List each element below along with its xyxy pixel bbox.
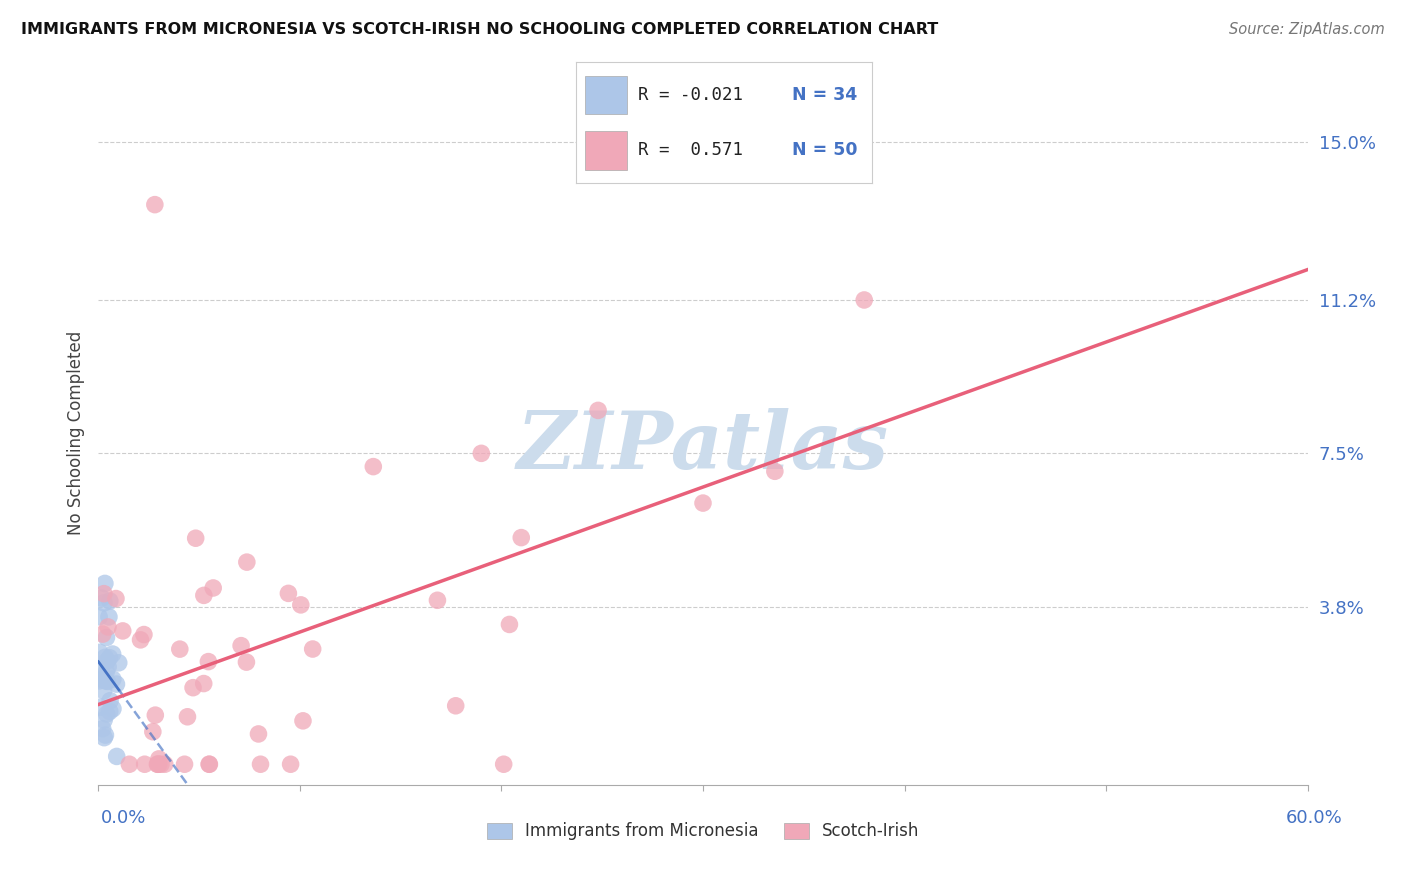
Point <box>97 660 120 674</box>
Point <box>111 624 134 638</box>
Point <box>129 632 152 647</box>
Point <box>98 594 121 608</box>
Text: IMMIGRANTS FROM MICRONESIA VS SCOTCH-IRISH NO SCHOOLING COMPLETED CORRELATION CH: IMMIGRANTS FROM MICRONESIA VS SCOTCH-IRI… <box>21 22 938 37</box>
Point <box>91 722 114 736</box>
Point <box>763 464 786 478</box>
Point <box>90 663 112 677</box>
Point <box>280 757 302 772</box>
Point <box>470 446 492 460</box>
Point <box>153 757 176 772</box>
Point <box>94 728 117 742</box>
Point <box>235 655 257 669</box>
Point <box>290 598 312 612</box>
Text: N = 50: N = 50 <box>792 141 858 160</box>
Point <box>169 642 191 657</box>
Point <box>176 710 198 724</box>
Point <box>363 459 385 474</box>
Text: 0.0%: 0.0% <box>101 809 146 827</box>
Point <box>150 757 173 772</box>
Point <box>510 531 533 545</box>
Point <box>181 681 204 695</box>
Point <box>692 496 714 510</box>
Point <box>89 673 111 688</box>
Point <box>249 757 271 772</box>
Point <box>444 698 467 713</box>
Point <box>89 645 111 659</box>
FancyBboxPatch shape <box>585 76 627 114</box>
Point <box>143 708 166 723</box>
Point <box>198 757 221 772</box>
Text: R =  0.571: R = 0.571 <box>638 141 744 160</box>
Point <box>148 757 170 772</box>
Point <box>94 576 117 591</box>
Point <box>132 627 155 641</box>
Text: ZIPatlas: ZIPatlas <box>517 408 889 485</box>
Point <box>94 650 117 665</box>
Point <box>105 749 128 764</box>
Point <box>301 642 323 657</box>
Point <box>193 676 215 690</box>
Point <box>184 531 207 545</box>
Point <box>148 752 170 766</box>
Text: Source: ZipAtlas.com: Source: ZipAtlas.com <box>1229 22 1385 37</box>
Point <box>96 706 118 721</box>
Text: 60.0%: 60.0% <box>1286 809 1343 827</box>
Point <box>498 617 520 632</box>
Point <box>193 588 215 602</box>
Point <box>93 731 115 745</box>
Point <box>277 586 299 600</box>
Point <box>97 620 120 634</box>
Point <box>586 403 609 417</box>
Point <box>173 757 195 772</box>
Point <box>91 627 114 641</box>
Point <box>96 631 118 645</box>
Point <box>98 650 121 665</box>
Point <box>93 673 115 687</box>
Point <box>426 593 449 607</box>
Point <box>105 677 128 691</box>
Point <box>202 581 225 595</box>
Point <box>101 647 124 661</box>
Point <box>93 713 115 727</box>
Point <box>98 694 121 708</box>
Point <box>146 757 169 772</box>
Point <box>89 700 111 714</box>
Point <box>91 672 114 686</box>
Point <box>96 674 118 689</box>
Legend: Immigrants from Micronesia, Scotch-Irish: Immigrants from Micronesia, Scotch-Irish <box>479 816 927 847</box>
Point <box>96 665 118 680</box>
Y-axis label: No Schooling Completed: No Schooling Completed <box>66 331 84 534</box>
Point <box>93 683 115 698</box>
Point <box>492 757 515 772</box>
Point <box>104 591 127 606</box>
Point <box>97 610 120 624</box>
Point <box>107 656 129 670</box>
Point <box>143 197 166 211</box>
Point <box>134 757 156 772</box>
Point <box>236 555 259 569</box>
Point <box>101 672 124 686</box>
Point <box>96 674 118 689</box>
Point <box>853 293 876 307</box>
Point <box>96 654 118 668</box>
Point <box>229 639 252 653</box>
Point <box>101 702 124 716</box>
Point <box>90 591 112 606</box>
Point <box>291 714 314 728</box>
Point <box>197 655 219 669</box>
FancyBboxPatch shape <box>585 131 627 169</box>
Point <box>142 724 165 739</box>
Point <box>247 727 270 741</box>
Point <box>93 587 115 601</box>
Text: N = 34: N = 34 <box>792 86 858 104</box>
Point <box>93 596 115 610</box>
Point <box>118 757 141 772</box>
Point <box>98 705 121 719</box>
Point <box>198 757 221 772</box>
Point <box>146 757 169 772</box>
Text: R = -0.021: R = -0.021 <box>638 86 744 104</box>
Point <box>89 610 111 624</box>
